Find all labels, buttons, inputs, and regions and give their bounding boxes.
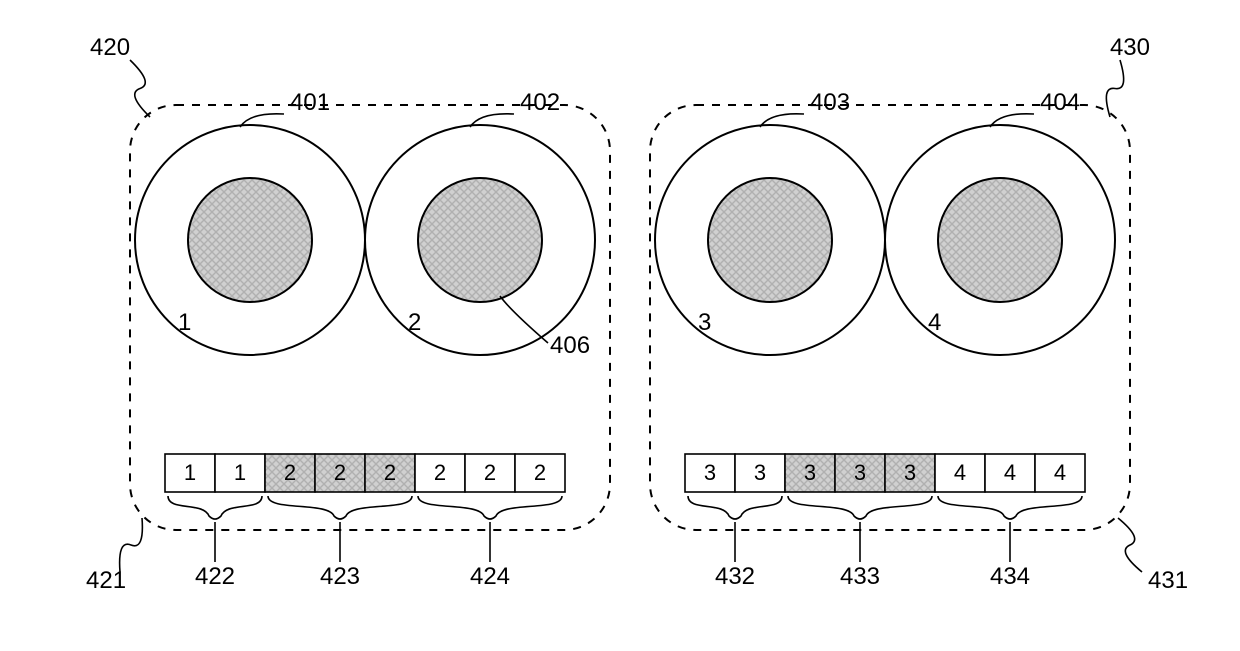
- left-cell-val-7: 2: [534, 460, 546, 485]
- brace: [788, 496, 932, 519]
- brace: [268, 496, 412, 519]
- inner-circle-2: [418, 178, 542, 302]
- inner-circle-3: [708, 178, 832, 302]
- right-cell-val-1: 3: [754, 460, 766, 485]
- left-cell-val-3: 2: [334, 460, 346, 485]
- circle-index-4: 4: [928, 309, 941, 336]
- left-cell-val-1: 1: [234, 460, 246, 485]
- leader-squiggle: [1106, 60, 1123, 117]
- leader-squiggle: [120, 518, 143, 572]
- brace: [688, 496, 782, 519]
- leader-squiggle: [130, 60, 150, 117]
- brace: [168, 496, 262, 519]
- ref-403: 403: [810, 89, 850, 116]
- right-cell-val-3: 3: [854, 460, 866, 485]
- ref-402: 402: [520, 89, 560, 116]
- brace: [938, 496, 1082, 519]
- left-cell-val-0: 1: [184, 460, 196, 485]
- right-cell-val-2: 3: [804, 460, 816, 485]
- right-cell-val-4: 3: [904, 460, 916, 485]
- right-cell-val-5: 4: [954, 460, 966, 485]
- ref-431: 431: [1148, 567, 1188, 594]
- inner-circle-1: [188, 178, 312, 302]
- leader-squiggle: [1118, 518, 1142, 572]
- right-cell-val-0: 3: [704, 460, 716, 485]
- ref-422: 422: [195, 563, 235, 590]
- right-cell-val-7: 4: [1054, 460, 1066, 485]
- ref-434: 434: [990, 563, 1030, 590]
- left-cell-val-5: 2: [434, 460, 446, 485]
- left-cell-val-2: 2: [284, 460, 296, 485]
- ref-424: 424: [470, 563, 510, 590]
- brace: [418, 496, 562, 519]
- ref-423: 423: [320, 563, 360, 590]
- leader-406: [500, 296, 548, 343]
- ref-420: 420: [90, 34, 130, 61]
- ref-404: 404: [1040, 89, 1080, 116]
- ref-401: 401: [290, 89, 330, 116]
- circle-index-2: 2: [408, 309, 421, 336]
- right-cell-val-6: 4: [1004, 460, 1016, 485]
- ref-421: 421: [86, 567, 126, 594]
- ref-406: 406: [550, 332, 590, 359]
- left-cell-val-4: 2: [384, 460, 396, 485]
- circle-index-3: 3: [698, 309, 711, 336]
- ref-433: 433: [840, 563, 880, 590]
- ref-432: 432: [715, 563, 755, 590]
- circle-index-1: 1: [178, 309, 191, 336]
- left-cell-val-6: 2: [484, 460, 496, 485]
- inner-circle-4: [938, 178, 1062, 302]
- ref-430: 430: [1110, 34, 1150, 61]
